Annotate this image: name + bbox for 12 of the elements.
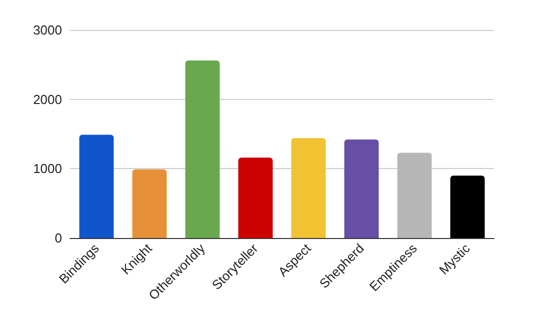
bar — [238, 158, 273, 238]
y-tick-label: 2000 — [33, 92, 62, 107]
bar — [344, 140, 379, 238]
bar — [185, 60, 220, 238]
y-tick-label: 3000 — [33, 22, 62, 38]
bar — [132, 169, 167, 238]
bar — [79, 134, 114, 238]
y-tick-label: 1000 — [33, 161, 62, 176]
bar — [397, 152, 432, 238]
y-tick-label: 0 — [54, 230, 62, 246]
bar — [450, 176, 485, 238]
bar — [291, 138, 326, 238]
